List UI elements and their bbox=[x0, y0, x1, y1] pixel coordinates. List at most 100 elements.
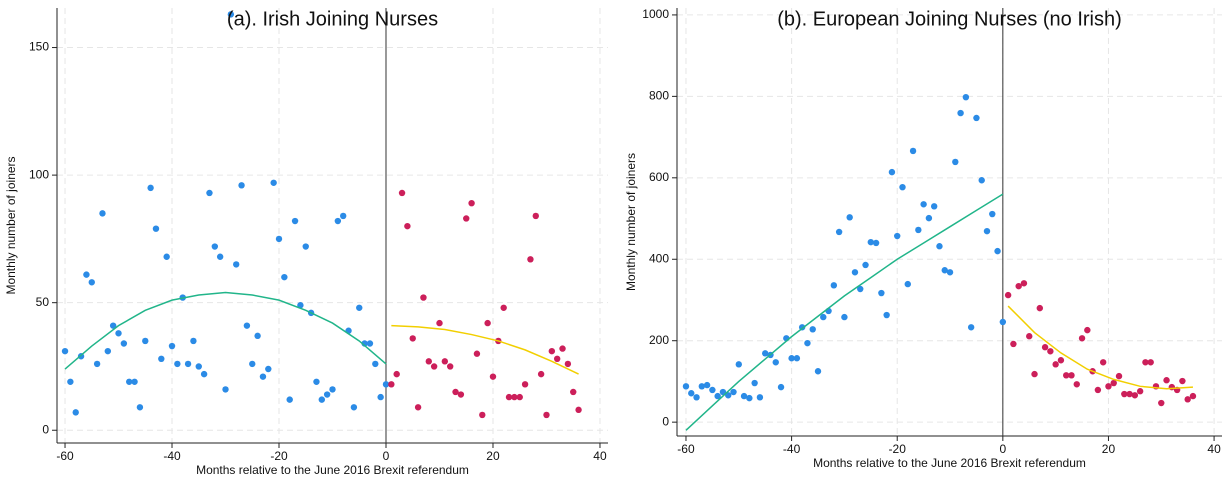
x-tick-label: -60 bbox=[677, 442, 695, 456]
point bbox=[867, 238, 875, 246]
y-axis-label: Monthly number of joiners bbox=[624, 153, 638, 291]
point bbox=[735, 361, 742, 368]
point bbox=[946, 269, 954, 276]
point bbox=[1147, 359, 1154, 366]
fit-line bbox=[64, 291, 387, 370]
point bbox=[195, 363, 202, 370]
point bbox=[339, 212, 347, 220]
y-tick-label: 0 bbox=[42, 422, 49, 436]
point bbox=[688, 390, 695, 397]
y-tick-label: 600 bbox=[649, 170, 669, 184]
point bbox=[888, 168, 896, 176]
point bbox=[872, 239, 880, 247]
point bbox=[1057, 357, 1065, 364]
point bbox=[962, 93, 970, 101]
point bbox=[259, 373, 267, 380]
point bbox=[211, 243, 219, 250]
point bbox=[200, 370, 208, 378]
x-tick-label: -20 bbox=[889, 442, 907, 456]
chart-title: (b). European Joining Nurses (no Irish) bbox=[777, 8, 1122, 30]
point bbox=[841, 313, 848, 321]
point bbox=[1015, 282, 1022, 290]
point bbox=[270, 179, 277, 186]
point bbox=[761, 350, 769, 357]
point bbox=[329, 386, 336, 393]
point bbox=[93, 360, 101, 368]
point bbox=[254, 332, 261, 340]
x-axis-label: Months relative to the June 2016 Brexit … bbox=[196, 463, 469, 477]
fit-line bbox=[685, 193, 1004, 431]
y-tick-label: 0 bbox=[662, 414, 669, 428]
point bbox=[793, 355, 801, 362]
point bbox=[484, 319, 491, 327]
point bbox=[350, 404, 358, 411]
x-tick-label: -20 bbox=[270, 449, 288, 463]
y-tick-label: 100 bbox=[29, 167, 49, 181]
point bbox=[516, 393, 523, 401]
point bbox=[430, 363, 438, 370]
point bbox=[559, 345, 566, 352]
y-tick-label: 200 bbox=[649, 333, 669, 347]
point bbox=[999, 318, 1007, 326]
point bbox=[489, 373, 497, 380]
point bbox=[136, 404, 144, 411]
chart-title: (a). Irish Joining Nurses bbox=[227, 8, 438, 30]
point bbox=[548, 347, 556, 355]
point bbox=[703, 381, 711, 389]
point bbox=[1036, 304, 1044, 312]
y-tick-label: 800 bbox=[649, 89, 669, 103]
x-tick-label: 0 bbox=[999, 442, 1006, 456]
point bbox=[857, 285, 864, 293]
point bbox=[521, 381, 529, 388]
point bbox=[372, 360, 379, 368]
fit-line bbox=[391, 324, 579, 375]
point bbox=[323, 391, 331, 398]
point bbox=[693, 394, 700, 401]
point bbox=[382, 381, 390, 388]
point bbox=[297, 302, 304, 309]
point bbox=[398, 189, 406, 197]
point bbox=[1020, 280, 1028, 287]
point bbox=[463, 215, 470, 222]
point bbox=[468, 199, 475, 207]
point bbox=[414, 404, 422, 411]
point bbox=[756, 394, 764, 401]
point bbox=[479, 411, 486, 419]
point bbox=[174, 360, 181, 368]
x-tick-label: 40 bbox=[593, 449, 607, 463]
point bbox=[1068, 372, 1075, 379]
point bbox=[452, 388, 459, 396]
point bbox=[1126, 390, 1133, 398]
point bbox=[709, 386, 716, 394]
point bbox=[243, 322, 251, 329]
point bbox=[227, 11, 235, 18]
point bbox=[835, 228, 843, 236]
point bbox=[1094, 386, 1102, 394]
point bbox=[952, 158, 959, 166]
y-tick-label: 150 bbox=[29, 40, 49, 54]
point bbox=[313, 378, 320, 385]
point bbox=[275, 235, 283, 243]
point bbox=[366, 340, 374, 347]
point bbox=[1084, 326, 1091, 334]
point bbox=[318, 396, 326, 403]
point bbox=[142, 337, 149, 345]
point bbox=[804, 339, 811, 347]
point bbox=[409, 335, 416, 342]
point bbox=[377, 393, 384, 401]
point bbox=[570, 388, 577, 396]
point bbox=[334, 217, 342, 225]
point bbox=[425, 358, 432, 365]
point bbox=[851, 269, 859, 276]
point bbox=[1189, 392, 1197, 400]
point bbox=[420, 294, 427, 301]
point bbox=[190, 337, 197, 345]
x-tick-label: -40 bbox=[163, 449, 181, 463]
point bbox=[714, 392, 721, 400]
point bbox=[446, 363, 454, 370]
y-axis-label: Monthly number of joiners bbox=[4, 156, 18, 294]
point bbox=[388, 381, 395, 388]
point bbox=[441, 358, 449, 365]
point bbox=[527, 256, 534, 263]
